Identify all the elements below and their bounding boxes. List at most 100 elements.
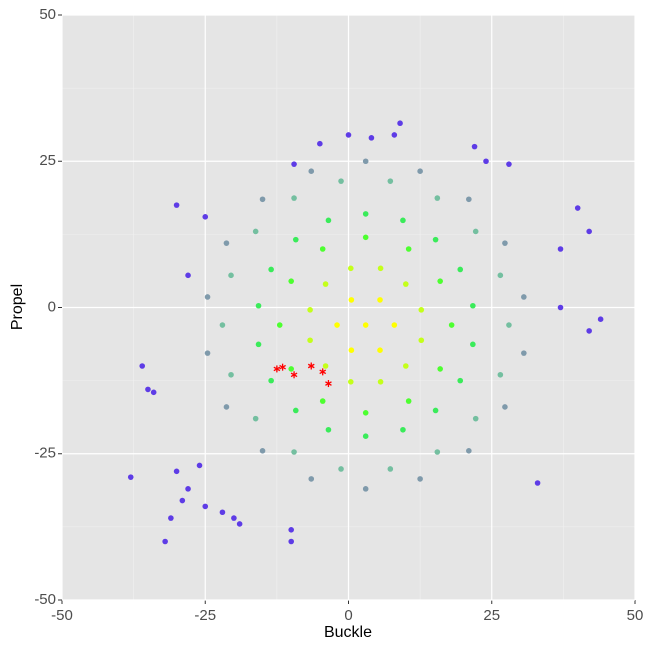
point bbox=[470, 302, 476, 309]
point bbox=[291, 161, 297, 167]
point bbox=[288, 278, 295, 284]
asterisk-stroke bbox=[273, 366, 281, 372]
point bbox=[377, 347, 383, 354]
point bbox=[236, 521, 243, 527]
point bbox=[377, 297, 383, 303]
point bbox=[432, 407, 439, 414]
x-tick-label: 25 bbox=[483, 607, 500, 624]
point bbox=[387, 178, 394, 184]
point bbox=[292, 407, 299, 414]
point bbox=[168, 515, 174, 521]
point bbox=[308, 476, 315, 482]
point bbox=[377, 378, 384, 385]
point bbox=[405, 398, 412, 404]
point bbox=[362, 410, 369, 416]
point bbox=[288, 538, 295, 545]
point bbox=[255, 341, 262, 348]
point bbox=[391, 132, 398, 138]
x-axis-label: Buckle bbox=[324, 624, 372, 641]
asterisk-point bbox=[325, 380, 332, 388]
point bbox=[457, 377, 464, 384]
point bbox=[185, 486, 191, 492]
point bbox=[347, 378, 354, 385]
y-tick-label: -25 bbox=[34, 445, 56, 462]
point bbox=[325, 217, 332, 224]
asterisk-stroke bbox=[290, 372, 298, 378]
point bbox=[434, 449, 441, 455]
point bbox=[322, 281, 329, 287]
point bbox=[347, 265, 354, 272]
point bbox=[418, 337, 425, 344]
point bbox=[204, 350, 211, 356]
point bbox=[162, 538, 168, 545]
point bbox=[173, 468, 180, 475]
point bbox=[268, 377, 274, 384]
point bbox=[502, 404, 508, 410]
asterisk-stroke bbox=[325, 381, 332, 386]
point bbox=[292, 236, 299, 243]
point bbox=[228, 371, 234, 378]
point bbox=[202, 503, 209, 510]
point bbox=[362, 158, 369, 165]
point bbox=[338, 178, 344, 184]
point bbox=[255, 302, 262, 309]
point bbox=[400, 217, 406, 224]
point bbox=[434, 195, 441, 201]
point bbox=[483, 158, 489, 165]
point bbox=[179, 497, 186, 504]
point bbox=[223, 240, 230, 246]
point bbox=[127, 474, 134, 480]
point bbox=[597, 316, 604, 323]
point bbox=[202, 214, 209, 220]
point bbox=[574, 205, 581, 211]
point bbox=[586, 228, 592, 235]
asterisk-point bbox=[279, 363, 286, 371]
point bbox=[387, 466, 394, 472]
point bbox=[219, 509, 226, 516]
point bbox=[228, 272, 234, 279]
point bbox=[325, 426, 332, 433]
point bbox=[291, 195, 297, 201]
y-axis-label: Propel bbox=[9, 284, 26, 330]
point bbox=[288, 527, 295, 533]
point bbox=[403, 363, 409, 369]
point bbox=[391, 322, 398, 328]
point bbox=[348, 347, 355, 354]
asterisk-stroke bbox=[279, 364, 286, 370]
point bbox=[403, 281, 409, 287]
point bbox=[204, 294, 211, 300]
point bbox=[268, 266, 274, 273]
point bbox=[521, 350, 527, 356]
point bbox=[471, 143, 478, 150]
asterisk-stroke bbox=[319, 369, 327, 375]
point bbox=[317, 140, 323, 147]
point bbox=[196, 462, 203, 469]
point bbox=[362, 433, 369, 440]
asterisk-stroke bbox=[307, 363, 315, 369]
point bbox=[362, 322, 369, 328]
point bbox=[417, 168, 423, 174]
point bbox=[276, 322, 283, 328]
asterisk-point bbox=[307, 362, 315, 370]
point bbox=[497, 272, 504, 279]
point bbox=[338, 466, 344, 472]
x-tick-label: 50 bbox=[627, 607, 644, 624]
point bbox=[345, 132, 352, 138]
point bbox=[534, 480, 541, 486]
point bbox=[322, 363, 329, 369]
point bbox=[307, 307, 313, 313]
point bbox=[139, 363, 146, 369]
point bbox=[259, 196, 266, 203]
point bbox=[252, 415, 259, 422]
point bbox=[252, 228, 259, 235]
point bbox=[437, 366, 443, 372]
point bbox=[400, 426, 406, 433]
point bbox=[457, 266, 464, 273]
point bbox=[231, 515, 237, 521]
point bbox=[173, 202, 180, 208]
point bbox=[557, 304, 564, 311]
y-tick-label: 0 bbox=[48, 298, 56, 315]
point bbox=[502, 240, 508, 246]
point bbox=[418, 307, 425, 313]
point bbox=[219, 322, 226, 328]
